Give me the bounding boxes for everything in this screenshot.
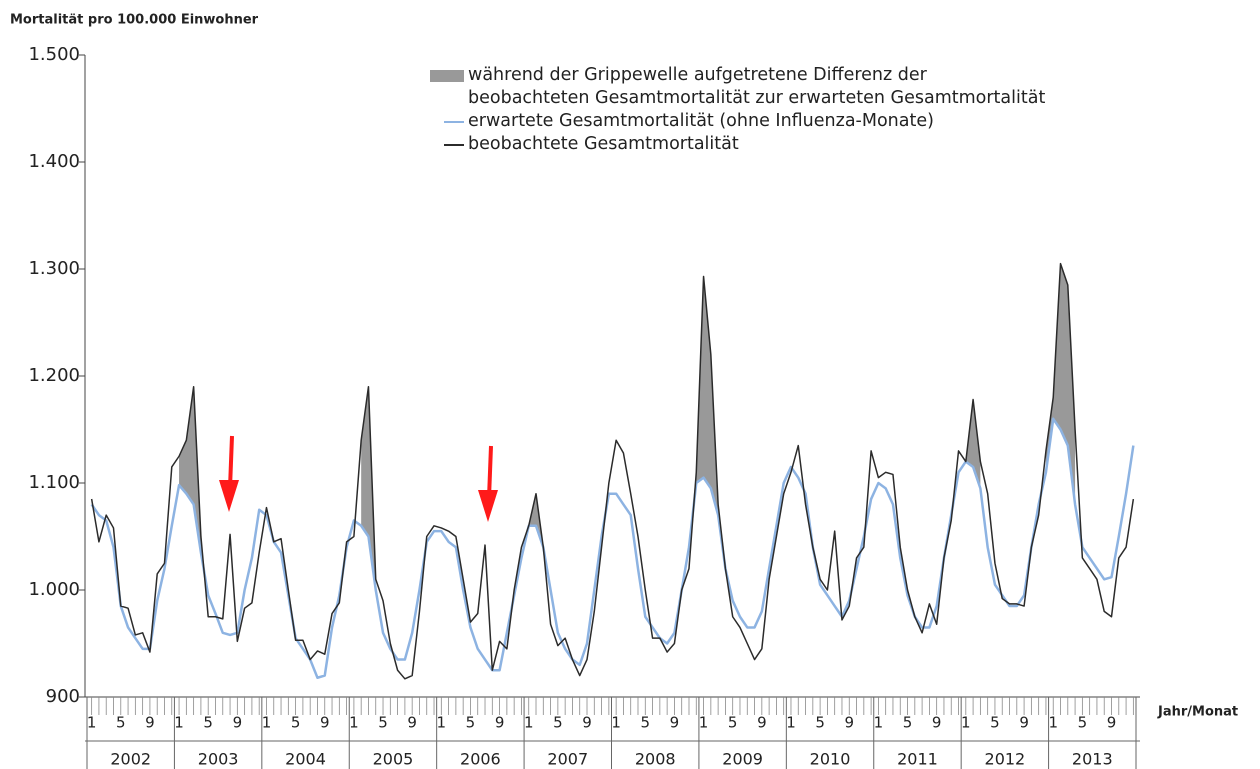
y-tick-label: 1.200 — [28, 365, 80, 386]
arrow-head — [478, 490, 498, 522]
year-label: 2006 — [460, 750, 501, 769]
year-label: 2009 — [722, 750, 763, 769]
x-tick-label: 1 — [349, 714, 359, 732]
x-axis-title: Jahr/Monat — [1157, 705, 1238, 720]
x-tick-label: 9 — [407, 714, 417, 732]
legend-label: beobachtete Gesamtmortalität — [468, 134, 739, 154]
annotation-arrows — [219, 435, 498, 522]
x-tick-label: 1 — [437, 714, 447, 732]
x-tick-label: 1 — [874, 714, 884, 732]
x-tick-label: 1 — [699, 714, 709, 732]
x-tick-label: 5 — [815, 714, 825, 732]
x-tick-label: 5 — [641, 714, 651, 732]
x-tick-label: 5 — [116, 714, 126, 732]
x-tick-label: 5 — [203, 714, 213, 732]
x-tick-label: 1 — [262, 714, 272, 732]
year-label: 2007 — [547, 750, 588, 769]
legend-item: erwartete Gesamtmortalität (ohne Influen… — [430, 110, 1045, 133]
y-axis-title: Mortalität pro 100.000 Einwohner — [10, 13, 259, 28]
legend-label: während der Grippewelle aufgetretene Dif… — [468, 65, 1046, 108]
legend-swatch — [444, 121, 464, 123]
legend-item: beobachtete Gesamtmortalität — [430, 133, 1045, 156]
x-tick-label: 5 — [553, 714, 563, 732]
x-tick-label: 5 — [903, 714, 913, 732]
x-tick-label: 1 — [1048, 714, 1058, 732]
legend-swatch — [430, 70, 464, 82]
y-tick-label: 1.500 — [28, 44, 80, 65]
x-tick-label: 5 — [728, 714, 738, 732]
x-tick-label: 5 — [291, 714, 301, 732]
year-label: 2012 — [985, 750, 1026, 769]
legend-label: erwartete Gesamtmortalität (ohne Influen… — [468, 111, 934, 131]
x-tick-label: 9 — [145, 714, 155, 732]
year-label: 2011 — [897, 750, 938, 769]
x-tick-label: 1 — [87, 714, 97, 732]
x-tick-label: 1 — [786, 714, 796, 732]
x-tick-label: 9 — [844, 714, 854, 732]
x-tick-label: 9 — [582, 714, 592, 732]
year-label: 2010 — [810, 750, 851, 769]
x-tick-label: 1 — [961, 714, 971, 732]
x-tick-label: 9 — [1019, 714, 1029, 732]
x-tick-label: 1 — [524, 714, 534, 732]
y-tick-label: 900 — [46, 686, 80, 707]
x-tick-label: 9 — [233, 714, 243, 732]
y-tick-label: 1.400 — [28, 151, 80, 172]
x-tick-label: 1 — [611, 714, 621, 732]
series-line — [90, 262, 1135, 680]
x-tick-label: 1 — [174, 714, 184, 732]
year-label: 2013 — [1072, 750, 1113, 769]
x-tick-label: 5 — [1078, 714, 1088, 732]
arrow-shaft — [228, 435, 234, 489]
year-label: 2002 — [110, 750, 151, 769]
year-label: 2005 — [373, 750, 414, 769]
x-tick-label: 5 — [466, 714, 476, 732]
year-label: 2008 — [635, 750, 676, 769]
year-label: 2004 — [285, 750, 326, 769]
x-tick-label: 9 — [670, 714, 680, 732]
difference-area — [361, 386, 376, 590]
legend-swatch — [444, 144, 464, 146]
x-tick-label: 9 — [495, 714, 505, 732]
x-tick-label: 9 — [757, 714, 767, 732]
x-tick-label: 5 — [378, 714, 388, 732]
legend-item: während der Grippewelle aufgetretene Dif… — [430, 64, 1045, 110]
x-tick-label: 9 — [932, 714, 942, 732]
legend: während der Grippewelle aufgetretene Dif… — [430, 64, 1045, 156]
year-label: 2003 — [198, 750, 239, 769]
y-tick-label: 1.300 — [28, 258, 80, 279]
arrow-head — [219, 480, 239, 512]
x-tick-label: 9 — [320, 714, 330, 732]
difference-area — [965, 399, 981, 489]
y-tick-label: 1.100 — [28, 472, 80, 493]
x-tick-label: 9 — [1107, 714, 1117, 732]
arrow-shaft — [487, 445, 493, 499]
y-tick-label: 1.000 — [28, 579, 80, 600]
x-tick-label: 5 — [990, 714, 1000, 732]
